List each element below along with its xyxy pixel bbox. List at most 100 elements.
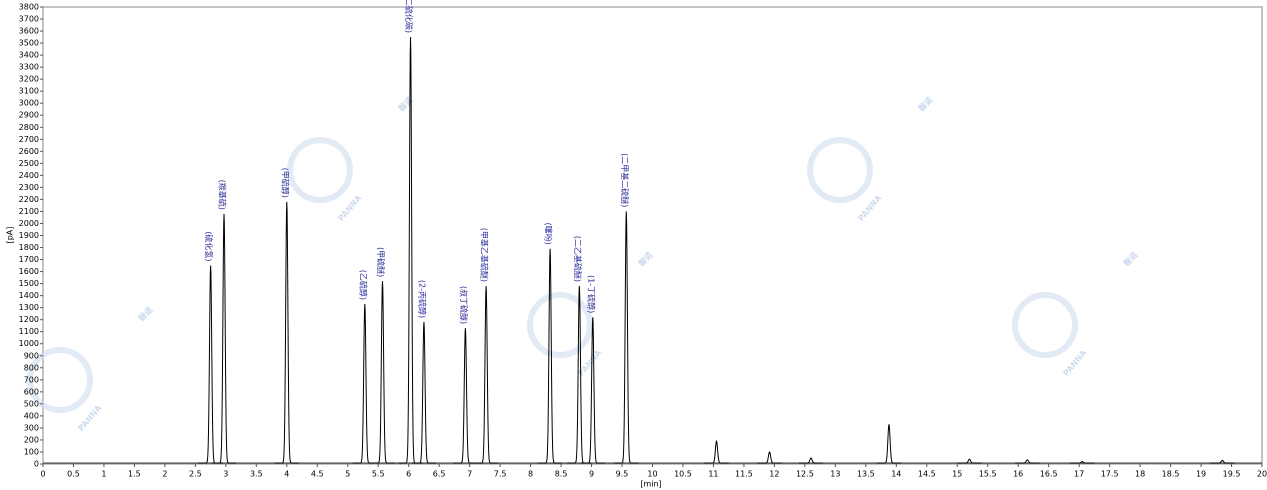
watermark-logo — [27, 347, 93, 413]
peak-label: (二甲基二硫醚) — [620, 153, 630, 207]
watermark-name: PANNA — [857, 193, 884, 223]
peak — [614, 211, 639, 464]
x-tick-label: 16.5 — [1040, 470, 1058, 479]
x-tick-label: 3.5 — [250, 470, 263, 479]
peak — [757, 451, 782, 464]
peak-label: (甲基乙基硫醚) — [480, 228, 490, 282]
watermark-logo — [287, 137, 353, 203]
x-tick-label: 10 — [647, 470, 657, 479]
y-tick-label: 1000 — [19, 339, 39, 348]
x-tick-label: 11 — [708, 470, 718, 479]
y-tick-label: 700 — [24, 375, 39, 384]
y-tick-label: 3000 — [19, 99, 39, 108]
peak-label: (2-丙硫醇) — [417, 280, 427, 318]
watermark-name: PANNA — [1062, 348, 1089, 378]
x-tick-label: 13.5 — [857, 470, 875, 479]
x-tick-label: 7.5 — [494, 470, 507, 479]
y-tick-label: 3300 — [19, 63, 39, 72]
y-tick-label: 3400 — [19, 51, 39, 60]
y-tick-label: 1900 — [19, 231, 39, 240]
x-tick-label: 0 — [40, 470, 45, 479]
peak — [1210, 459, 1235, 464]
x-tick-label: 0.5 — [67, 470, 80, 479]
peak-label: (硫化氢) — [204, 231, 214, 261]
x-tick-label: 12 — [769, 470, 779, 479]
x-tick-label: 4.5 — [311, 470, 324, 479]
y-tick-label: 100 — [24, 447, 39, 456]
x-tick-label: 2.5 — [189, 470, 202, 479]
peak — [198, 265, 223, 464]
y-tick-label: 2800 — [19, 123, 39, 132]
y-tick-label: 500 — [24, 399, 39, 408]
y-tick-label: 3700 — [19, 15, 39, 24]
x-tick-label: 17 — [1074, 470, 1084, 479]
watermark-brand: 磐诺 — [396, 95, 414, 113]
peak — [473, 285, 499, 464]
watermark-logo — [807, 137, 873, 203]
x-tick-label: 16 — [1013, 470, 1023, 479]
x-tick-label: 8 — [528, 470, 533, 479]
x-tick-label: 5 — [345, 470, 350, 479]
x-tick-label: 9 — [589, 470, 594, 479]
x-tick-label: 11.5 — [735, 470, 753, 479]
peak — [274, 201, 299, 464]
peak — [580, 317, 605, 464]
y-tick-label: 1200 — [19, 315, 39, 324]
x-tick-label: 7 — [467, 470, 472, 479]
y-tick-label: 200 — [24, 435, 39, 444]
x-tick-label: 18 — [1135, 470, 1145, 479]
peak — [1070, 461, 1095, 464]
y-tick-label: 3800 — [19, 3, 39, 12]
watermark-logo — [1012, 292, 1078, 358]
peak — [876, 424, 902, 464]
y-tick-label: 800 — [24, 363, 39, 372]
peak — [211, 213, 237, 464]
x-tick-label: 1.5 — [128, 470, 141, 479]
peak-label: (1-丁硫醇) — [586, 275, 596, 313]
y-tick-label: 2300 — [19, 183, 39, 192]
peak-label: (乙硫醇) — [358, 270, 368, 300]
peak-label: (叔丁硫醇) — [459, 286, 469, 324]
peak — [704, 439, 729, 464]
peak — [957, 458, 982, 464]
y-tick-label: 2900 — [19, 111, 39, 120]
y-tick-label: 2600 — [19, 147, 39, 156]
y-tick-label: 2200 — [19, 195, 39, 204]
x-axis-label: [min] — [640, 480, 661, 489]
x-tick-label: 6 — [406, 470, 411, 479]
y-axis-label: [pA] — [6, 227, 15, 244]
watermark-name: PANNA — [77, 403, 104, 433]
peak-label: (甲硫醚) — [376, 247, 386, 277]
y-tick-label: 3200 — [19, 75, 39, 84]
y-tick-label: 3500 — [19, 39, 39, 48]
y-tick-label: 1600 — [19, 267, 39, 276]
peak — [453, 328, 478, 464]
x-tick-label: 10.5 — [674, 470, 692, 479]
x-tick-label: 12.5 — [796, 470, 814, 479]
x-tick-label: 6.5 — [433, 470, 446, 479]
watermark-brand: 磐诺 — [136, 305, 154, 323]
peak-label: (羰基硫) — [218, 180, 228, 210]
peak — [537, 248, 563, 464]
watermark-brand: 磐诺 — [1121, 250, 1139, 268]
x-tick-label: 17.5 — [1101, 470, 1119, 479]
y-tick-label: 0 — [34, 460, 39, 469]
y-tick-label: 1500 — [19, 279, 39, 288]
y-tick-label: 2400 — [19, 171, 39, 180]
y-tick-label: 900 — [24, 351, 39, 360]
peak — [798, 457, 824, 464]
x-tick-label: 18.5 — [1162, 470, 1180, 479]
x-tick-label: 2 — [162, 470, 167, 479]
peak-label: (噻吩) — [544, 222, 554, 244]
y-tick-label: 600 — [24, 387, 39, 396]
y-tick-label: 400 — [24, 411, 39, 420]
peak — [411, 322, 437, 464]
peak — [352, 304, 378, 464]
y-tick-label: 2500 — [19, 159, 39, 168]
axes: 0100200300400500600700800900100011001200… — [19, 3, 1267, 479]
x-tick-label: 3 — [223, 470, 228, 479]
x-tick-label: 19.5 — [1223, 470, 1241, 479]
watermark-brand: 磐诺 — [636, 250, 654, 268]
